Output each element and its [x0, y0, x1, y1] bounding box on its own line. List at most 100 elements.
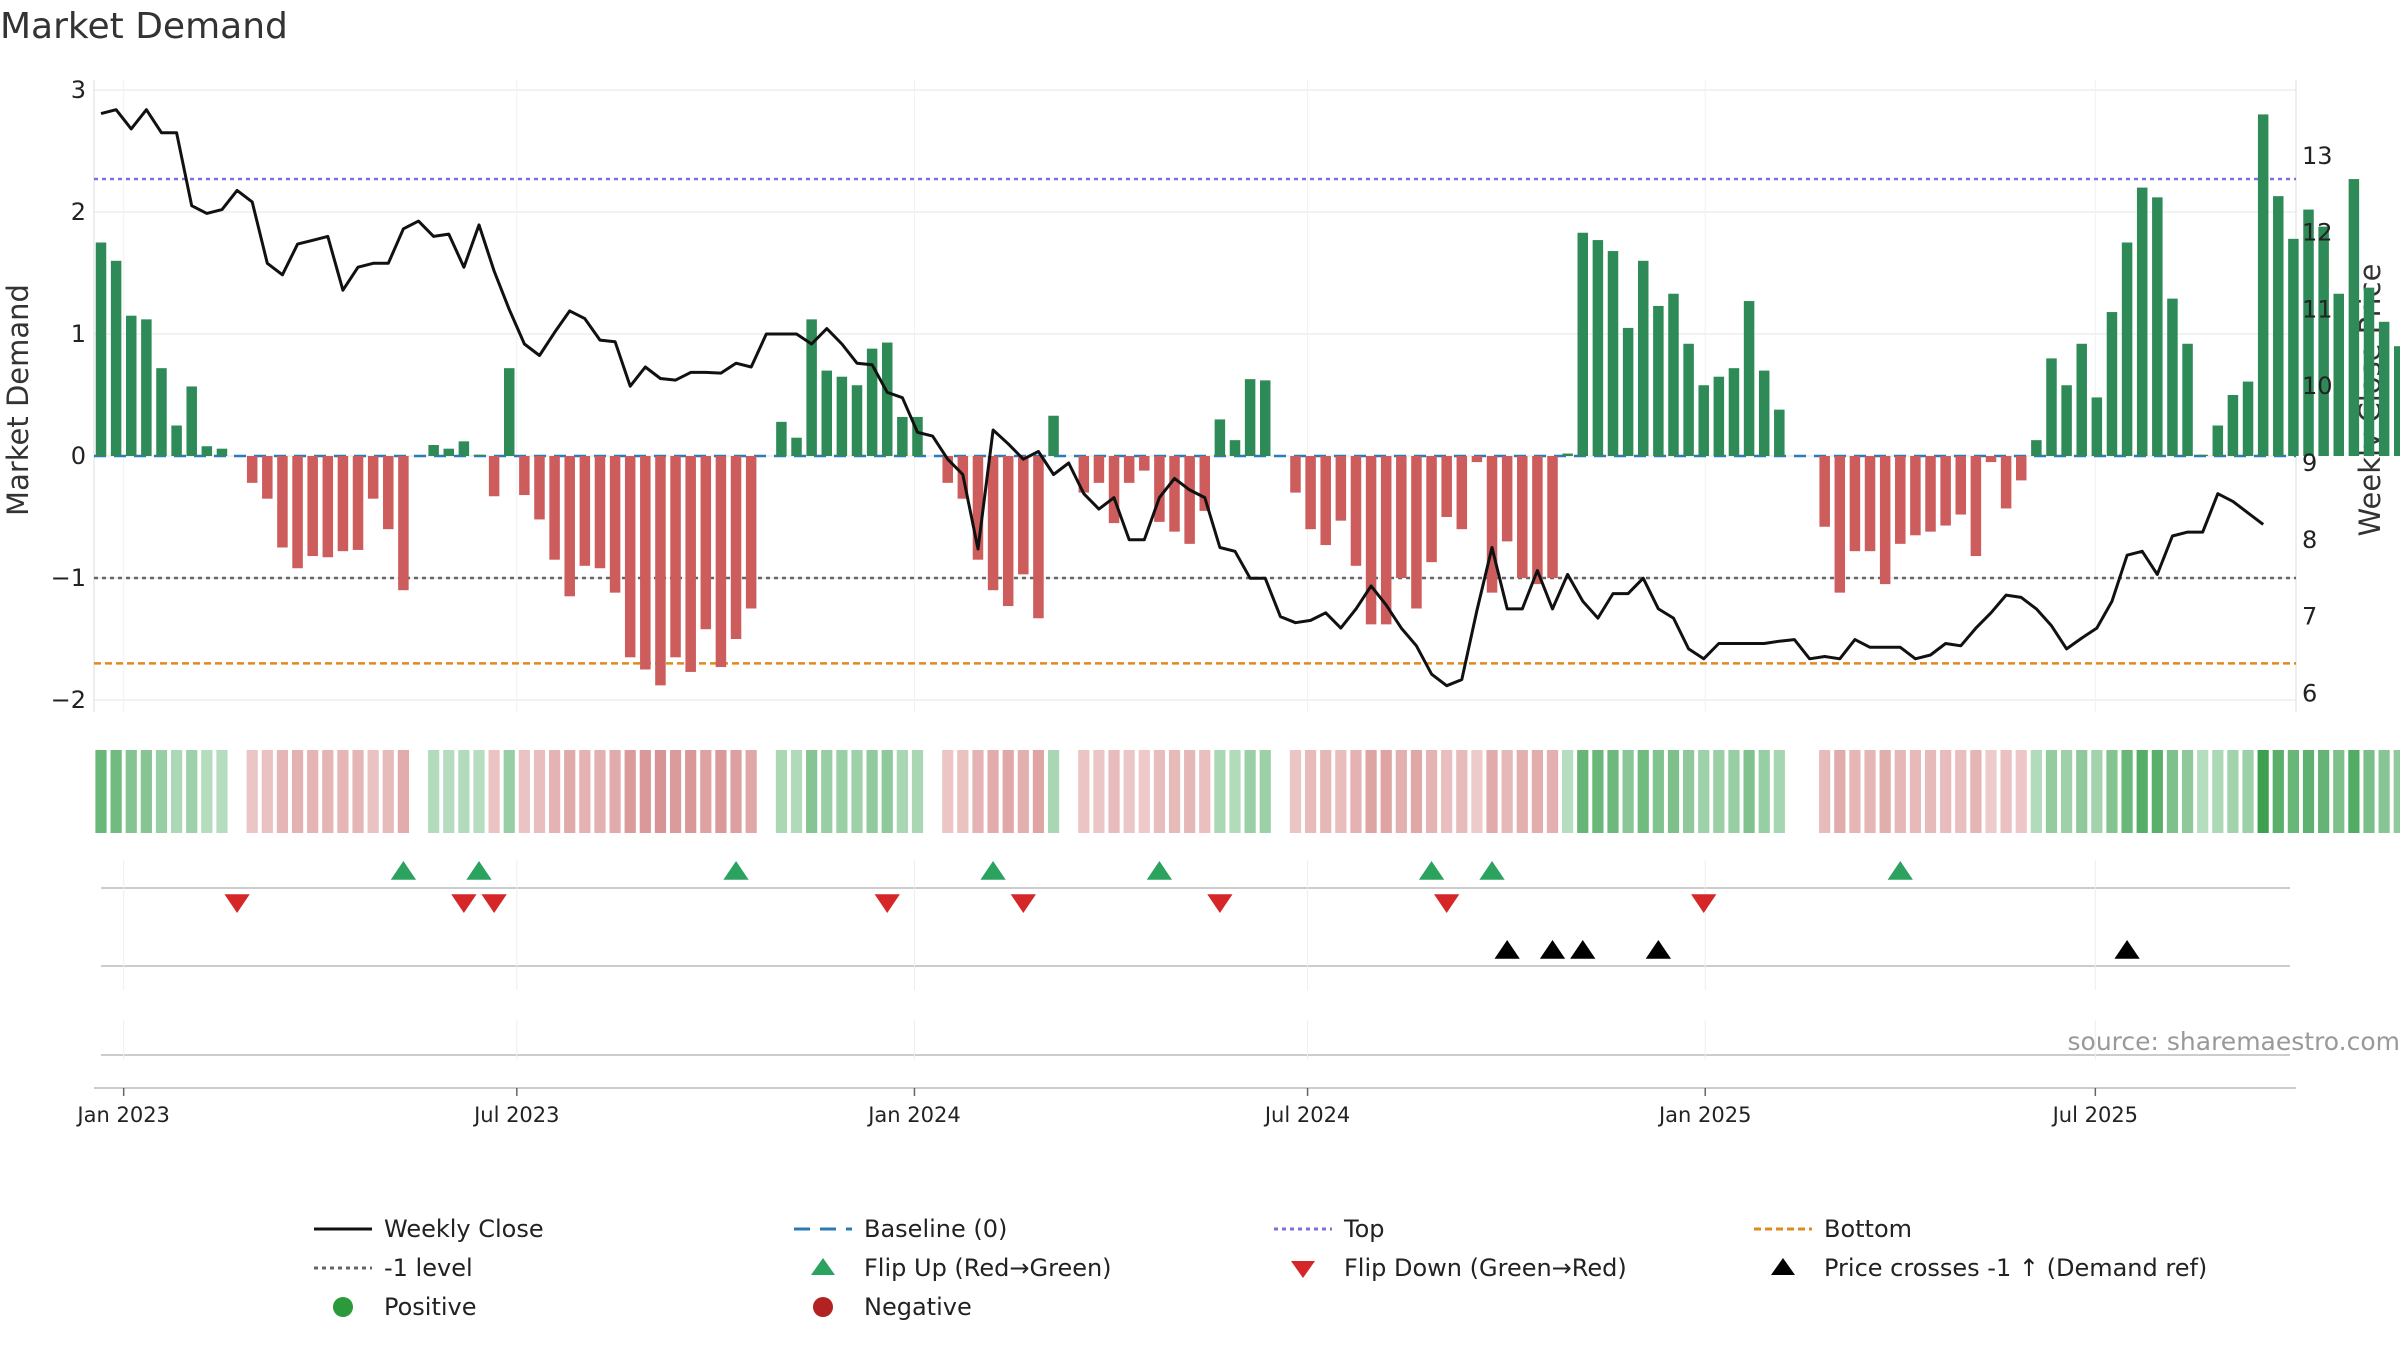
y-tick-right: 9 — [2302, 449, 2317, 477]
signal-markers — [101, 860, 2290, 1060]
heat-cell — [1153, 750, 1165, 833]
demand-heat-strip — [95, 750, 2400, 833]
heat-cell — [2151, 750, 2163, 833]
demand-bar — [1562, 453, 1573, 456]
heat-cell — [1652, 750, 1664, 833]
demand-bar — [292, 456, 303, 569]
heat-cell — [428, 750, 440, 833]
legend-swatch — [1291, 1261, 1315, 1278]
y-ticks-right: 13 12 11 10 9 8 7 6 — [2302, 142, 2333, 708]
x-tick-label: Jan 2023 — [75, 1103, 170, 1127]
demand-bar — [851, 385, 863, 456]
heat-cell — [1486, 750, 1498, 833]
legend-item-weekly-close: Weekly Close — [314, 1215, 544, 1243]
demand-bar — [443, 448, 455, 456]
heat-cell — [1441, 750, 1453, 833]
flip-up-marker — [723, 861, 749, 880]
heat-cell — [2227, 750, 2239, 833]
heat-cell — [1108, 750, 1120, 833]
demand-bar — [942, 456, 953, 483]
heat-cell — [2378, 750, 2390, 833]
demand-bar — [655, 456, 666, 686]
demand-bar — [246, 456, 258, 483]
heat-cell — [1758, 750, 1770, 833]
legend-swatch — [813, 1297, 833, 1317]
heat-cell — [609, 750, 621, 833]
legend-label: Positive — [384, 1293, 477, 1321]
heat-cell — [503, 750, 515, 833]
demand-bar — [2378, 321, 2390, 456]
heat-cell — [125, 750, 137, 833]
y-tick-right: 6 — [2302, 679, 2317, 707]
heat-cell — [2076, 750, 2088, 833]
heat-cell — [140, 750, 152, 833]
demand-bar — [2348, 179, 2360, 456]
heat-cell — [216, 750, 228, 833]
demand-bar — [1154, 456, 1165, 522]
demand-bar — [1350, 456, 1362, 566]
legend-label: Flip Up (Red→Green) — [864, 1254, 1112, 1282]
demand-bar — [1955, 456, 1967, 515]
heat-cell — [1123, 750, 1135, 833]
heat-cell — [1320, 750, 1332, 833]
price-cross-marker — [1645, 940, 1672, 959]
demand-bar — [745, 456, 757, 609]
heat-cell — [896, 750, 908, 833]
demand-bar — [519, 456, 530, 496]
demand-bar — [2288, 238, 2299, 456]
heat-cell — [1577, 750, 1589, 833]
heat-cell — [579, 750, 591, 833]
x-tick-label: Jul 2025 — [2051, 1103, 2138, 1127]
demand-bar — [1637, 260, 1649, 456]
heat-cell — [1667, 750, 1680, 833]
demand-bar — [398, 456, 409, 591]
heat-cell — [1622, 750, 1634, 833]
demand-bar — [2061, 385, 2072, 456]
heat-cell — [1501, 750, 1513, 833]
heat-cell — [1274, 750, 1286, 833]
legend-label: Top — [1343, 1215, 1385, 1243]
demand-bar — [2046, 358, 2057, 456]
source-note: source: sharemaestro.com — [2068, 1027, 2400, 1056]
demand-bar — [1970, 456, 1982, 557]
flip-down-marker — [481, 894, 507, 913]
demand-bar — [1925, 456, 1936, 532]
heat-cell — [2106, 750, 2118, 833]
x-tick-label: Jan 2024 — [866, 1103, 961, 1127]
legend-item-flip-up-red-green: Flip Up (Red→Green) — [811, 1254, 1112, 1282]
demand-bar — [791, 437, 802, 456]
demand-bar — [2091, 397, 2103, 456]
heat-cell — [352, 750, 364, 833]
heat-cell — [2272, 750, 2284, 833]
heat-cell — [1849, 750, 1861, 833]
y-tick-left: 3 — [71, 76, 86, 104]
demand-bar — [337, 456, 349, 552]
heat-cell — [1425, 750, 1438, 833]
heat-cell — [836, 750, 848, 833]
heat-cell — [549, 750, 561, 833]
heat-cell — [1410, 750, 1423, 833]
demand-bar — [2212, 425, 2224, 456]
heat-cell — [1229, 750, 1241, 833]
heat-cell — [1819, 750, 1831, 833]
heat-cell — [382, 750, 394, 833]
flip-up-marker — [390, 861, 417, 880]
demand-bar — [1456, 456, 1468, 530]
demand-bar — [1426, 456, 1437, 563]
heat-cell — [730, 750, 742, 833]
heat-cell — [1924, 750, 1937, 833]
heat-cell — [942, 750, 954, 833]
demand-bar — [1305, 456, 1316, 530]
demand-bar — [549, 456, 560, 560]
demand-bar — [1743, 301, 1755, 456]
heat-cell — [1985, 750, 1997, 833]
demand-bar — [262, 456, 273, 499]
demand-bar — [1108, 456, 1120, 524]
heat-cell — [246, 750, 258, 833]
demand-bar — [1411, 456, 1422, 609]
demand-bar — [367, 456, 379, 499]
demand-bar — [1078, 456, 1090, 493]
heat-cell — [654, 750, 667, 833]
demand-bar — [1607, 251, 1619, 456]
heat-cell — [1728, 750, 1740, 833]
